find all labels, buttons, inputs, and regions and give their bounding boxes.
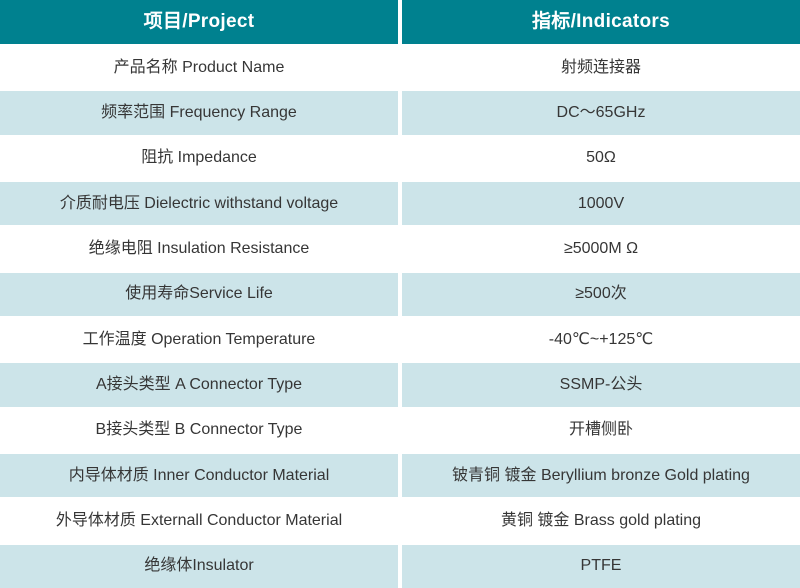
indicator-cell-a-connector-type: SSMP-公头: [402, 363, 800, 407]
indicator-cell-frequency-range: DC～65GHz: [402, 91, 800, 135]
project-cell-dielectric-voltage: 介质耐电压 Dielectric withstand voltage: [0, 181, 398, 226]
project-cell-product-name: 产品名称 Product Name: [0, 46, 398, 90]
project-cell-operation-temperature: 工作温度 Operation Temperature: [0, 317, 398, 362]
project-cell-frequency-range: 频率范围 Frequency Range: [0, 91, 398, 135]
project-cell-inner-conductor-material: 内导体材质 Inner Conductor Material: [0, 453, 398, 498]
project-cell-impedance: 阻抗 Impedance: [0, 136, 398, 180]
project-column-header: 项目/Project: [0, 0, 398, 44]
project-cell-a-connector-type: A接头类型 A Connector Type: [0, 363, 398, 407]
indicator-cell-impedance: 50Ω: [402, 136, 800, 180]
indicator-cell-service-life: ≥500次: [402, 272, 800, 316]
indicators-column-header: 指标/Indicators: [402, 0, 800, 44]
indicator-cell-external-conductor-material: 黄铜 镀金 Brass gold plating: [402, 499, 800, 543]
project-cell-insulator: 绝缘体Insulator: [0, 544, 398, 588]
indicator-cell-dielectric-voltage: 1000V: [402, 181, 800, 226]
project-cell-b-connector-type: B接头类型 B Connector Type: [0, 408, 398, 452]
indicator-cell-product-name: 射频连接器: [402, 46, 800, 90]
indicator-cell-insulator: PTFE: [402, 544, 800, 588]
project-cell-insulation-resistance: 绝缘电阻 Insulation Resistance: [0, 227, 398, 271]
indicator-cell-inner-conductor-material: 铍青铜 镀金 Beryllium bronze Gold plating: [402, 453, 800, 498]
project-cell-external-conductor-material: 外导体材质 Externall Conductor Material: [0, 499, 398, 543]
indicator-cell-b-connector-type: 开槽侧卧: [402, 408, 800, 452]
project-cell-service-life: 使用寿命Service Life: [0, 272, 398, 316]
indicator-cell-insulation-resistance: ≥5000M Ω: [402, 227, 800, 271]
indicator-cell-operation-temperature: -40℃~+125℃: [402, 317, 800, 362]
